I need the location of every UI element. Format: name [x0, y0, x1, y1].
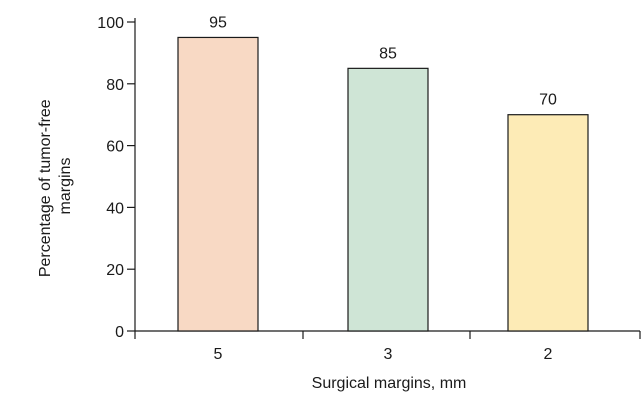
- bars-group: [177, 36, 589, 332]
- y-tick-label-80: 80: [106, 77, 124, 94]
- data-label-2: 70: [539, 92, 557, 109]
- y-axis-title: Percentage of tumor-free margins: [37, 95, 74, 277]
- bar-2: [507, 114, 589, 332]
- data-labels-group: 95 85 70: [209, 14, 557, 108]
- y-axis-title-line-1: Percentage of tumor-free: [37, 99, 54, 277]
- y-axis-title-line-2: margins: [57, 158, 74, 215]
- x-axis: 5 3 2: [134, 330, 641, 363]
- y-tick-label-100: 100: [97, 15, 124, 32]
- y-axis: 0 20 40 60 80 100: [97, 15, 136, 341]
- y-tick-label-20: 20: [106, 262, 124, 279]
- data-label-3: 85: [379, 45, 397, 62]
- y-tick-label-0: 0: [115, 324, 124, 341]
- bar-3: [347, 67, 429, 332]
- data-label-5: 95: [209, 14, 227, 31]
- x-tick-label-5: 5: [214, 346, 223, 363]
- bar-5: [177, 36, 259, 332]
- x-tick-label-2: 2: [544, 346, 553, 363]
- x-axis-title: Surgical margins, mm: [312, 375, 467, 392]
- y-tick-label-40: 40: [106, 200, 124, 217]
- x-tick-label-3: 3: [384, 346, 393, 363]
- y-tick-label-60: 60: [106, 139, 124, 156]
